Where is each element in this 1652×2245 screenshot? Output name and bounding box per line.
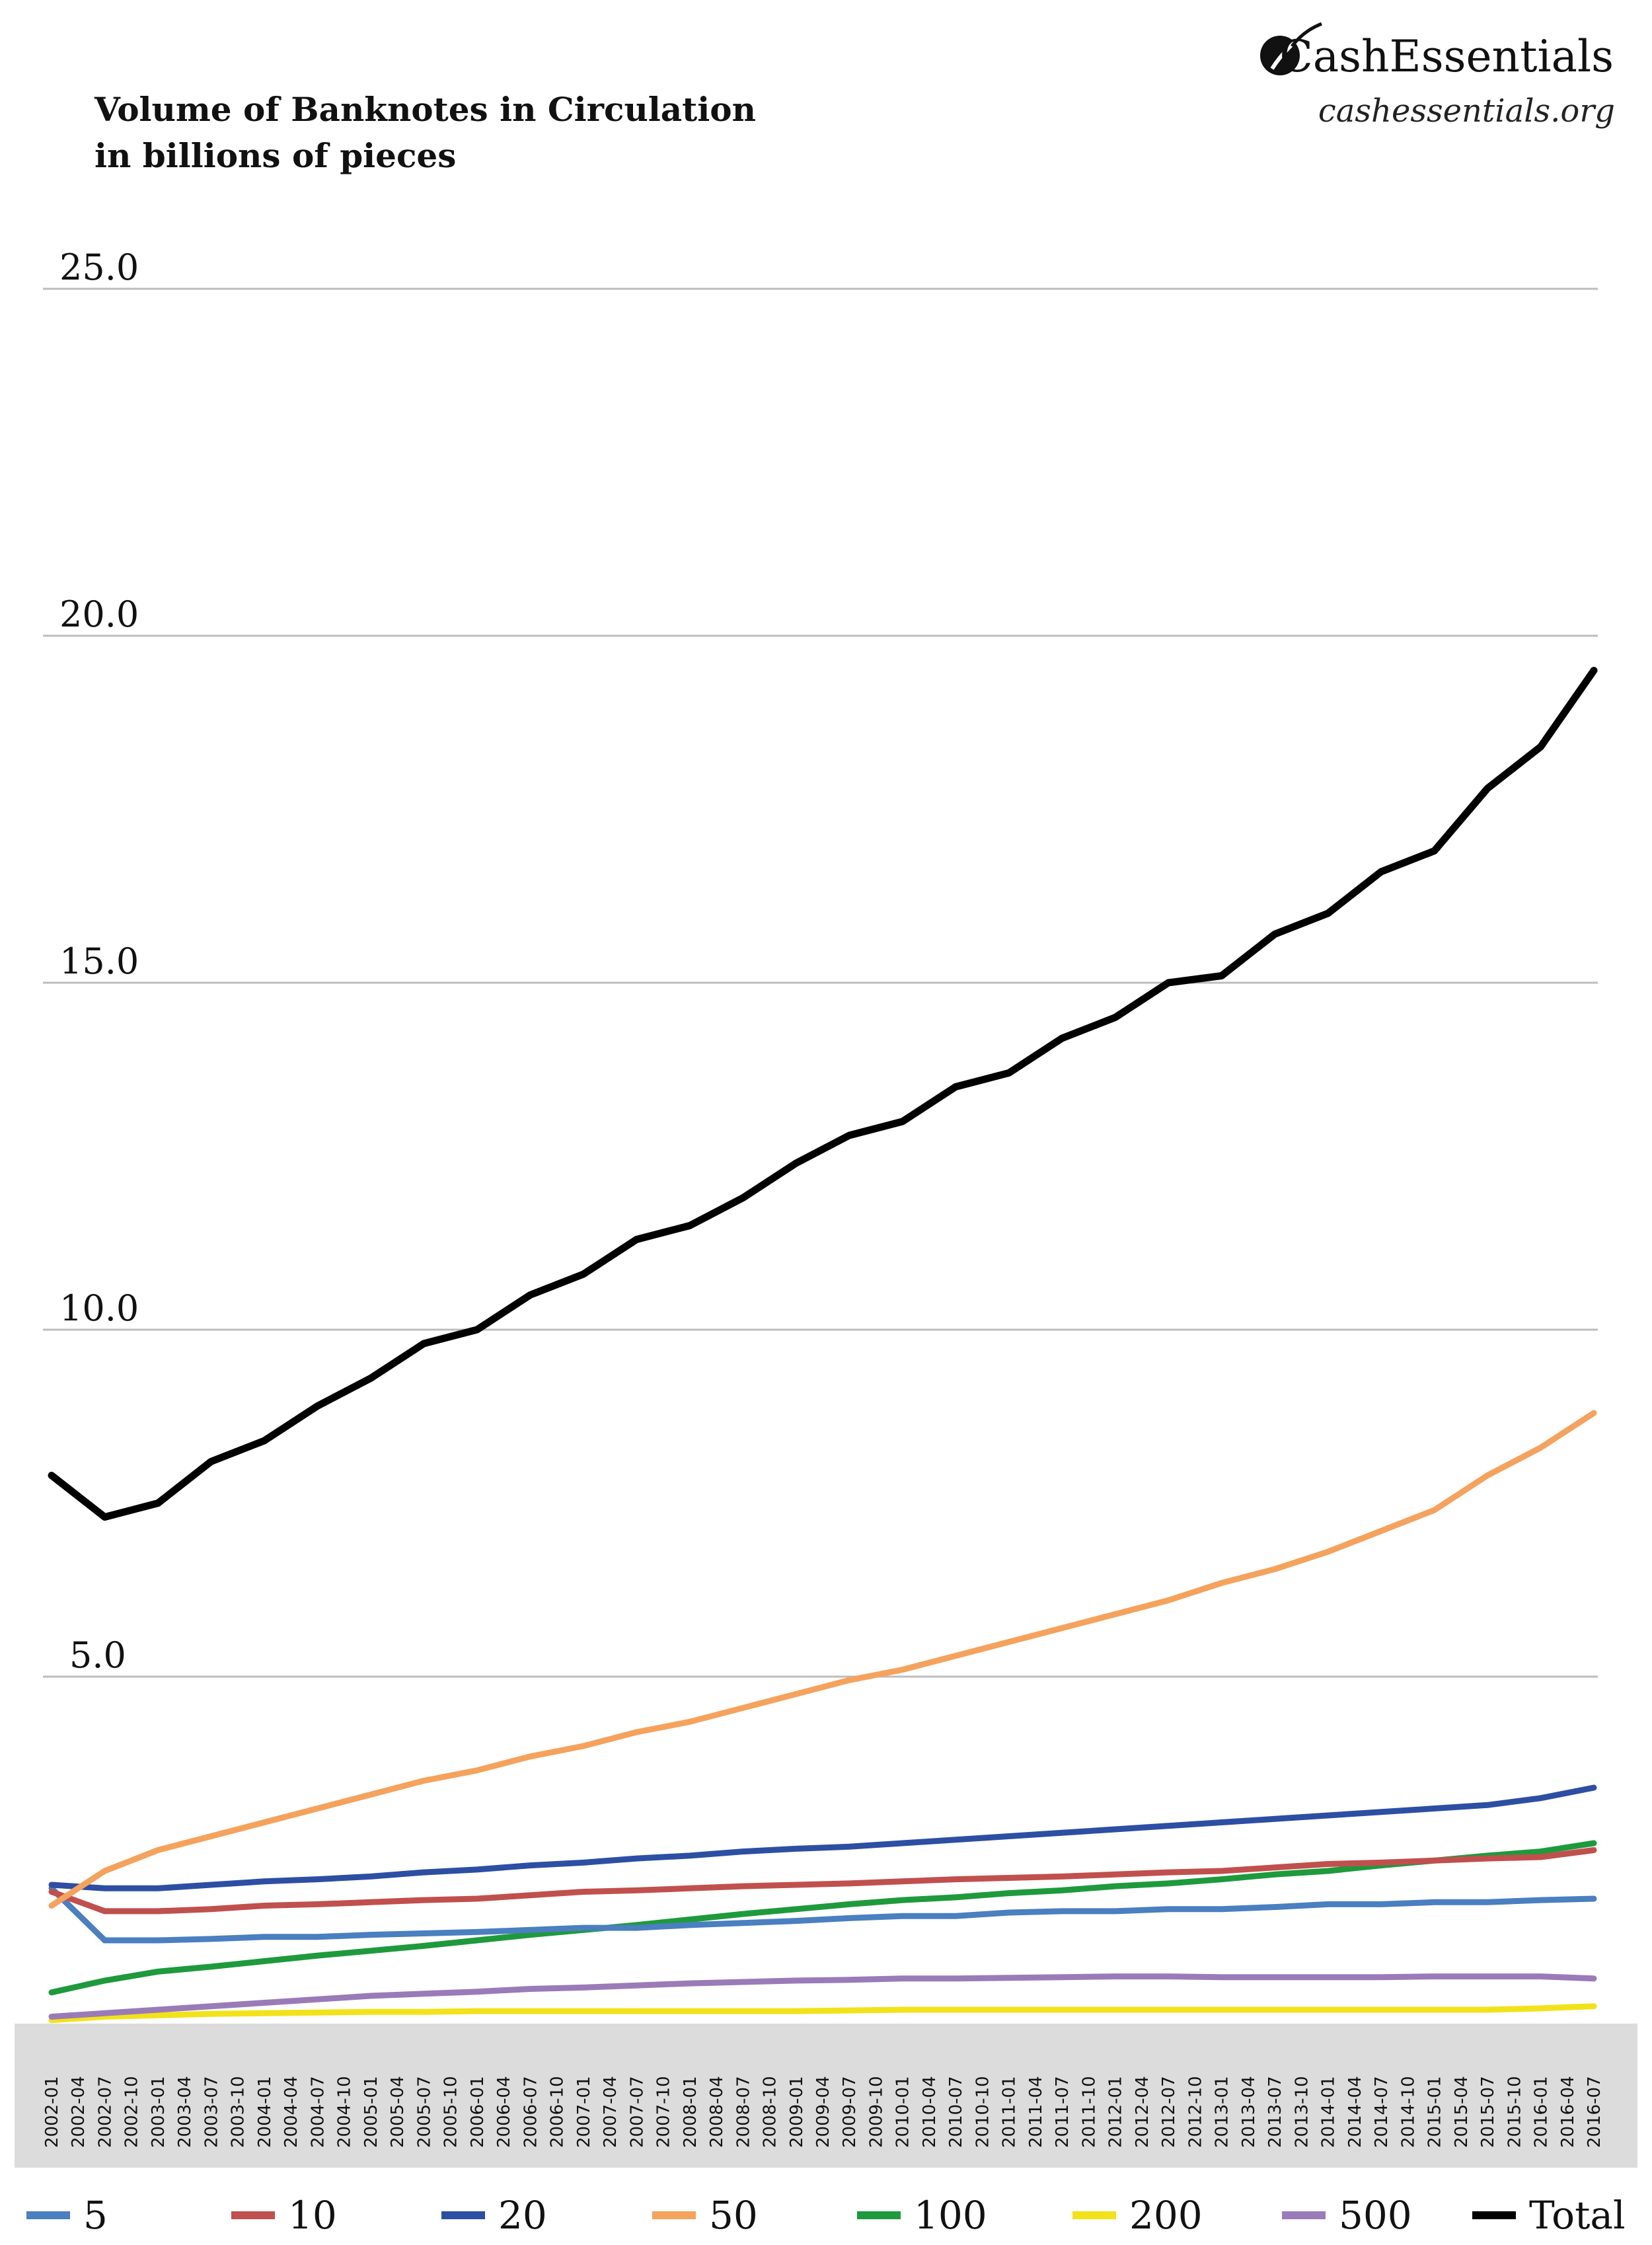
x-tick-label: 2014-04 (1345, 2076, 1365, 2148)
x-tick-label: 2012-01 (1106, 2076, 1126, 2148)
y-tick-label: 5.0 (69, 1634, 126, 1676)
series-line-200 (48, 2003, 1597, 2024)
series-line-5 (48, 1885, 1597, 1944)
x-tick-label: 2003-04 (175, 2076, 195, 2148)
x-tick-label: 2010-07 (946, 2076, 966, 2148)
x-tick-label: 2002-10 (122, 2076, 142, 2148)
legend-label-100: 100 (914, 2193, 987, 2238)
x-tick-label: 2003-01 (149, 2076, 169, 2148)
legend-label-50: 50 (709, 2193, 758, 2238)
legend-label-5: 5 (83, 2193, 108, 2238)
x-tick-label: 2005-04 (388, 2076, 408, 2148)
x-tick-label: 2004-10 (335, 2076, 355, 2148)
x-tick-label: 2006-10 (548, 2076, 568, 2148)
series-layer (48, 667, 1598, 2024)
x-tick-label: 2007-01 (574, 2076, 594, 2148)
x-tick-label: 2011-01 (1000, 2076, 1020, 2148)
brand-leaf-icon (1260, 22, 1322, 75)
x-tick-label: 2013-01 (1213, 2076, 1232, 2148)
x-tick-label: 2011-04 (1026, 2076, 1046, 2148)
series-line-total (48, 667, 1598, 1521)
series-line-10 (48, 1847, 1597, 1915)
brand-url[interactable]: cashessentials.org (1318, 93, 1615, 130)
y-tick-label: 10.0 (59, 1287, 139, 1329)
x-tick-label: 2008-07 (733, 2076, 753, 2148)
x-tick-label: 2002-04 (69, 2076, 89, 2148)
y-axis: 5.0 10.0 15.0 20.0 25.0 (59, 247, 139, 1676)
x-tick-label: 2015-01 (1425, 2076, 1445, 2148)
x-tick-label: 2004-07 (308, 2076, 328, 2148)
x-tick-label: 2011-10 (1079, 2076, 1099, 2148)
x-tick-label: 2003-10 (229, 2076, 248, 2148)
series-line-500 (48, 1973, 1597, 2020)
x-tick-label: 2005-01 (361, 2076, 381, 2148)
chart-title: Volume of Banknotes in Circulation (94, 90, 756, 129)
x-tick-label: 2015-07 (1478, 2076, 1498, 2148)
x-tick-label: 2008-04 (707, 2076, 727, 2148)
x-axis-band (15, 2024, 1637, 2168)
x-tick-label: 2006-01 (468, 2076, 488, 2148)
x-axis: 2002-01 2002-04 2002-07 2002-10 2003-01 2003-… (42, 2076, 1604, 2148)
brand-logo: CashEssentials cashessentials.org (1260, 22, 1615, 130)
x-tick-label: 2013-07 (1265, 2076, 1285, 2148)
x-tick-label: 2006-07 (521, 2076, 541, 2148)
x-tick-label: 2007-04 (601, 2076, 620, 2148)
x-tick-label: 2006-04 (494, 2076, 514, 2148)
legend-label-10: 10 (288, 2193, 337, 2238)
x-tick-label: 2014-07 (1372, 2076, 1392, 2148)
x-tick-label: 2013-04 (1239, 2076, 1259, 2148)
x-tick-label: 2005-10 (441, 2076, 461, 2148)
series-line-100 (48, 1840, 1597, 1996)
x-tick-label: 2016-04 (1558, 2076, 1578, 2148)
x-tick-label: 2002-07 (95, 2076, 115, 2148)
x-tick-label: 2009-04 (813, 2076, 833, 2148)
x-tick-label: 2007-07 (627, 2076, 647, 2148)
y-tick-label: 25.0 (59, 247, 139, 288)
x-tick-label: 2016-07 (1585, 2076, 1604, 2148)
x-tick-label: 2015-04 (1452, 2076, 1472, 2148)
x-tick-label: 2014-10 (1398, 2076, 1418, 2148)
x-tick-label: 2004-01 (255, 2076, 275, 2148)
chart-subtitle: in billions of pieces (94, 136, 456, 175)
x-tick-label: 2010-04 (920, 2076, 940, 2148)
x-tick-label: 2004-04 (282, 2076, 301, 2148)
brand-name: CashEssentials (1279, 31, 1614, 82)
x-tick-label: 2009-01 (787, 2076, 807, 2148)
x-tick-label: 2010-10 (973, 2076, 993, 2148)
x-tick-label: 2014-01 (1319, 2076, 1339, 2148)
x-tick-label: 2008-10 (761, 2076, 780, 2148)
x-tick-label: 2015-10 (1505, 2076, 1524, 2148)
x-tick-label: 2013-10 (1292, 2076, 1312, 2148)
legend-label-500: 500 (1339, 2193, 1412, 2238)
x-tick-label: 2012-10 (1185, 2076, 1205, 2148)
x-tick-label: 2003-07 (202, 2076, 221, 2148)
x-tick-label: 2012-04 (1133, 2076, 1152, 2148)
x-tick-label: 2008-01 (681, 2076, 700, 2148)
series-line-20 (48, 1784, 1597, 1891)
grid-layer (43, 287, 1598, 1678)
legend-label-total: Total (1529, 2193, 1626, 2238)
x-tick-label: 2016-01 (1532, 2076, 1552, 2148)
x-tick-label: 2005-07 (414, 2076, 434, 2148)
x-tick-label: 2009-07 (840, 2076, 860, 2148)
x-tick-label: 2011-07 (1053, 2076, 1072, 2148)
x-tick-label: 2009-10 (866, 2076, 886, 2148)
legend: 5 10 20 50 100 200 500 Total (26, 2193, 1626, 2238)
y-tick-label: 20.0 (59, 593, 139, 635)
x-tick-label: 2010-01 (893, 2076, 913, 2148)
series-line-50 (48, 1410, 1597, 1909)
x-tick-label: 2002-01 (42, 2076, 62, 2148)
x-tick-label: 2012-07 (1159, 2076, 1179, 2148)
y-tick-label: 15.0 (59, 940, 139, 982)
legend-label-20: 20 (498, 2193, 547, 2238)
legend-label-200: 200 (1129, 2193, 1203, 2238)
x-tick-label: 2007-10 (654, 2076, 674, 2148)
